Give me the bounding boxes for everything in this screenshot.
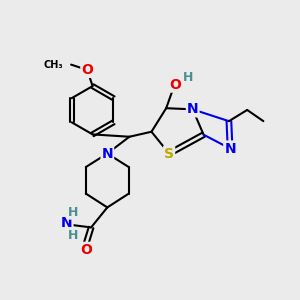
Text: O: O (80, 243, 92, 257)
Text: N: N (224, 142, 236, 155)
Text: CH₃: CH₃ (43, 60, 63, 70)
Text: O: O (169, 78, 181, 92)
Text: S: S (164, 146, 174, 161)
Text: N: N (101, 146, 113, 161)
Text: O: O (81, 63, 93, 77)
Text: N: N (61, 216, 73, 230)
Text: H: H (68, 206, 79, 219)
Text: H: H (183, 71, 193, 84)
Text: H: H (68, 229, 79, 242)
Text: N: N (187, 102, 199, 116)
